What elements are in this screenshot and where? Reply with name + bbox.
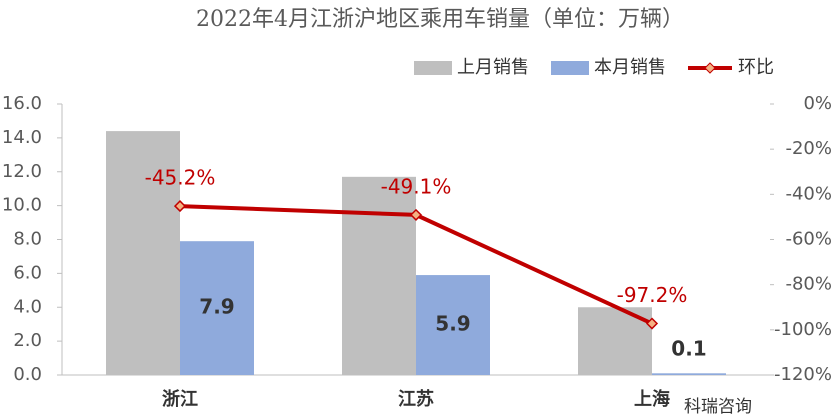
y-tick-label: 16.0	[2, 93, 42, 114]
y-tick-label: 10.0	[2, 195, 42, 216]
y2-tick-label: -60%	[785, 229, 832, 250]
value-label: -45.2%	[145, 166, 216, 190]
line-marker	[173, 200, 187, 213]
y-tick-label: 14.0	[2, 127, 42, 148]
x-tick-label: 上海	[634, 388, 670, 410]
value-label: 7.9	[199, 295, 234, 319]
y2-tick-label: -80%	[785, 274, 832, 295]
y2-tick-label: 0%	[803, 93, 832, 114]
y-tick-label: 4.0	[13, 296, 42, 317]
x-tick-label: 江苏	[398, 388, 434, 410]
y-tick-label: 8.0	[13, 229, 42, 250]
y-tick-label: 2.0	[13, 330, 42, 351]
value-label: -97.2%	[617, 283, 688, 307]
legend-label: 上月销售	[457, 57, 529, 78]
legend-swatch	[414, 61, 452, 75]
y-tick-label: 6.0	[13, 262, 42, 283]
value-label: -49.1%	[381, 174, 452, 198]
bar	[106, 131, 180, 375]
value-label: 5.9	[435, 312, 470, 336]
y-tick-label: 12.0	[2, 161, 42, 182]
bar	[180, 241, 254, 375]
y-tick-label: 0.0	[13, 364, 42, 385]
line-marker	[409, 208, 423, 221]
bar	[342, 176, 416, 375]
chart-title: 2022年4月江浙沪地区乘用车销量（单位：万辆）	[196, 7, 684, 32]
y2-tick-label: -20%	[785, 138, 832, 159]
value-label: 0.1	[671, 337, 706, 361]
legend-swatch	[704, 62, 716, 74]
bar	[416, 275, 490, 375]
bar	[652, 373, 726, 375]
x-tick-label: 浙江	[162, 388, 198, 410]
legend-label: 本月销售	[594, 57, 666, 78]
y2-tick-label: -120%	[774, 364, 832, 385]
y2-tick-label: -40%	[785, 183, 832, 204]
line-marker	[645, 317, 659, 330]
legend-swatch	[551, 61, 589, 75]
footer: 科瑞咨询	[684, 397, 752, 417]
y2-tick-label: -100%	[774, 319, 832, 340]
legend-label: 环比	[738, 57, 774, 78]
